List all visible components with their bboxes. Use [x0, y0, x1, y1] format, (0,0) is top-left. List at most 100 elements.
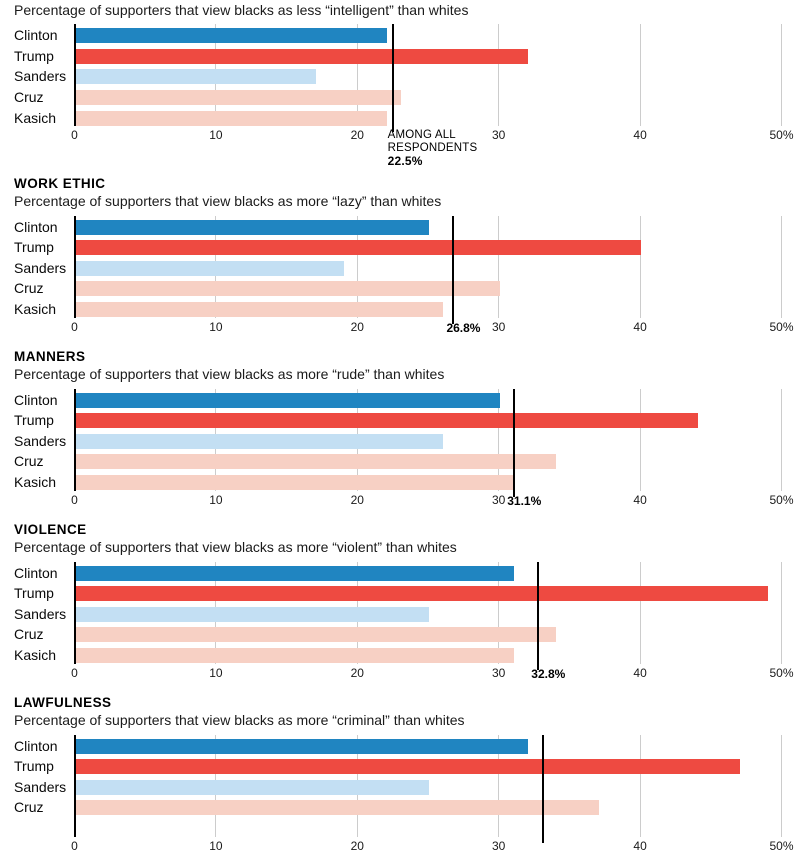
bar-clinton — [75, 28, 387, 43]
axis-tick-label: 20 — [350, 666, 364, 680]
category-label-sanders: Sanders — [14, 68, 67, 85]
category-label-trump: Trump — [14, 239, 54, 256]
bar-trump — [75, 586, 769, 602]
chart-subtitle: Percentage of supporters that view black… — [14, 539, 457, 555]
axis-tick-label: 10 — [209, 839, 223, 853]
x-axis-zero-line — [73, 24, 76, 126]
bar-cruz — [75, 454, 557, 470]
bar-clinton — [75, 565, 514, 581]
bar-trump — [75, 759, 741, 775]
gridline-20 — [356, 215, 358, 318]
bar-cruz — [75, 281, 500, 297]
category-label-clinton: Clinton — [14, 218, 58, 235]
bar-clinton — [75, 738, 528, 754]
chart-section-work-ethic: WORK ETHIC Percentage of supporters that … — [0, 173, 800, 346]
axis-tick-label: 30 — [492, 493, 506, 507]
axis-tick-label: 30 — [492, 128, 506, 142]
category-label-cruz: Cruz — [14, 280, 44, 297]
axis-tick-label: 30 — [492, 666, 506, 680]
gridline-50 — [781, 215, 782, 318]
bar-clinton — [75, 392, 500, 408]
axis-tick-label: 40 — [633, 666, 647, 680]
among-all-respondents-label: AMONG ALL RESPONDENTS 22.5% — [388, 129, 478, 168]
axis-tick-label: 10 — [209, 128, 223, 142]
bar-trump — [75, 48, 528, 64]
bar-kasich — [75, 475, 514, 491]
bar-cruz — [75, 800, 599, 816]
section-header: WORK ETHIC — [14, 176, 106, 191]
category-label-clinton: Clinton — [14, 564, 58, 581]
category-label-sanders: Sanders — [14, 432, 67, 449]
axis-tick-label: 30 — [492, 839, 506, 853]
category-label-trump: Trump — [14, 47, 54, 64]
category-label-kasich: Kasich — [14, 301, 57, 318]
gridline-50 — [781, 24, 782, 126]
x-axis-zero-line — [73, 561, 76, 664]
chart-subtitle: Percentage of supporters that view black… — [14, 366, 445, 382]
axis-tick-label: 10 — [209, 666, 223, 680]
category-label-clinton: Clinton — [14, 27, 58, 43]
section-header: MANNERS — [14, 349, 86, 364]
bar-sanders — [75, 69, 316, 85]
axis-tick-label: 0 — [71, 493, 78, 507]
among-all-line: AMONG ALL — [387, 129, 456, 141]
gridline-50 — [781, 561, 782, 664]
section-header: VIOLENCE — [14, 522, 87, 537]
axis-tick-label: 50% — [769, 839, 794, 853]
category-label-kasich: Kasich — [14, 474, 57, 491]
chart-subtitle: Percentage of supporters that view black… — [14, 712, 465, 728]
category-label-kasich: Kasich — [14, 109, 57, 126]
gridline-30 — [498, 388, 500, 491]
gridline-40 — [639, 561, 641, 664]
category-label-cruz: Cruz — [14, 88, 44, 105]
gridline-30 — [498, 734, 500, 837]
category-label-sanders: Sanders — [14, 605, 67, 622]
chart-subtitle: Percentage of supporters that view black… — [14, 193, 442, 209]
category-label-cruz: Cruz — [14, 799, 44, 816]
reference-line — [391, 24, 394, 132]
gridline-40 — [639, 388, 641, 491]
axis-tick-label: 40 — [633, 493, 647, 507]
bar-sanders — [75, 606, 429, 622]
bar-cruz — [75, 89, 401, 105]
gridline-40 — [639, 734, 641, 837]
bar-cruz — [75, 627, 557, 643]
axis-tick-label: 20 — [350, 320, 364, 334]
reference-value-label: 32.8% — [531, 667, 566, 681]
reference-line — [537, 561, 540, 670]
category-label-trump: Trump — [14, 412, 54, 429]
bar-sanders — [75, 779, 429, 795]
bar-kasich — [75, 302, 444, 318]
chart-section-lawfulness: LAWFULNESS Percentage of supporters that … — [0, 692, 800, 865]
bar-trump — [75, 240, 642, 256]
axis-tick-label: 10 — [209, 493, 223, 507]
axis-tick-label: 50% — [769, 493, 794, 507]
category-label-sanders: Sanders — [14, 259, 67, 276]
category-label-trump: Trump — [14, 758, 54, 775]
category-label-sanders: Sanders — [14, 778, 67, 795]
gridline-40 — [639, 24, 641, 126]
reference-value-label: 22.5% — [387, 154, 423, 168]
axis-tick-label: 0 — [71, 666, 78, 680]
section-header: LAWFULNESS — [14, 695, 112, 710]
reference-line — [513, 388, 516, 497]
gridline-50 — [781, 734, 782, 837]
axis-tick-label: 40 — [633, 128, 647, 142]
axis-tick-label: 50% — [769, 320, 794, 334]
axis-tick-label: 40 — [633, 320, 647, 334]
gridline-20 — [356, 24, 358, 126]
axis-tick-label: 50% — [769, 128, 794, 142]
axis-tick-label: 0 — [71, 128, 78, 142]
category-label-cruz: Cruz — [14, 453, 44, 470]
axis-tick-label: 0 — [71, 320, 78, 334]
axis-tick-label: 0 — [71, 839, 78, 853]
chart-section-violence: VIOLENCE Percentage of supporters that vi… — [0, 519, 800, 692]
bar-clinton — [75, 219, 429, 235]
gridline-30 — [498, 215, 500, 318]
x-axis-zero-line — [73, 388, 76, 491]
category-label-clinton: Clinton — [14, 737, 58, 754]
gridline-40 — [639, 215, 641, 318]
among-all-line: RESPONDENTS — [387, 142, 478, 154]
chart-section-top: Percentage of supporters that view black… — [0, 0, 800, 173]
